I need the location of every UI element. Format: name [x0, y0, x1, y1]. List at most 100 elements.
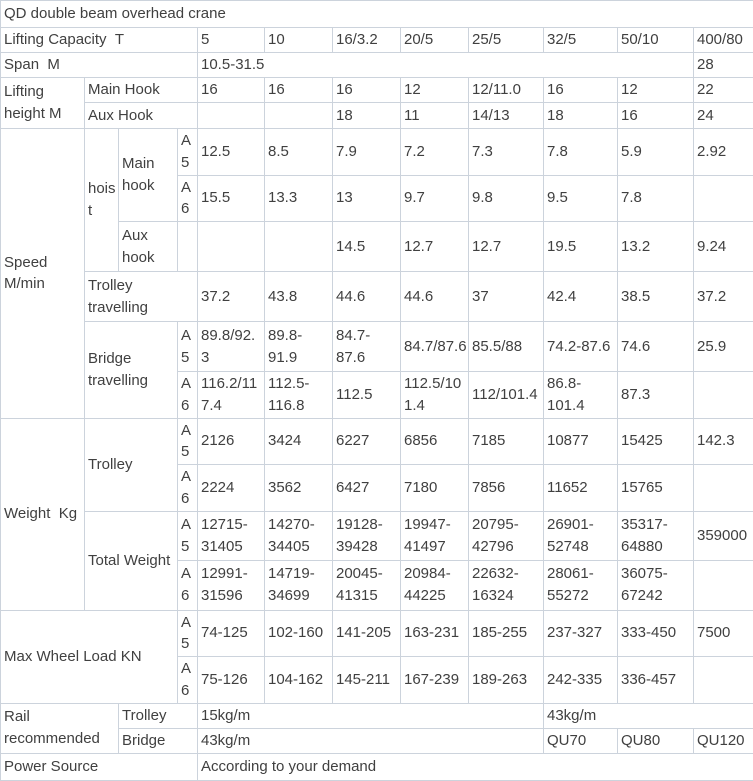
spec-value-cell: 12/11.0: [469, 78, 544, 103]
spec-value-cell: 38.5: [618, 272, 694, 322]
duty-class-label: A5: [178, 322, 198, 372]
spec-value-cell: 9.5: [544, 175, 618, 222]
spec-value-cell: 50/10: [618, 28, 694, 53]
table-row-lifting-capacity: Lifting Capacity T 5 10 16/3.2 20/5 25/5…: [1, 28, 753, 53]
spec-value-cell: 116.2/117.4: [198, 372, 265, 419]
table-row-total-weight-a5: Total Weight A5 12715-31405 14270-34405 …: [1, 511, 753, 560]
spec-value-cell: 26901-52748: [544, 511, 618, 560]
spec-value-cell: QU80: [618, 728, 694, 753]
spec-value-cell: 20/5: [401, 28, 469, 53]
table-row-weight-trolley-a5: Weight Kg Trolley A5 2126 3424 6227 6856…: [1, 418, 753, 465]
row-label-hoist-main-hook: Main hook: [119, 129, 178, 222]
spec-value-cell: According to your demand: [198, 753, 753, 780]
spec-value-cell: 22632-16324: [469, 560, 544, 610]
row-label-power-source: Power Source: [1, 753, 198, 780]
spec-value-cell: 16/3.2: [333, 28, 401, 53]
row-label-main-hook: Main Hook: [85, 78, 198, 103]
duty-class-label: A5: [178, 129, 198, 176]
spec-value-cell: [694, 372, 753, 419]
spec-value-cell: 112.5/101.4: [401, 372, 469, 419]
spec-value-cell: 2224: [198, 465, 265, 512]
spec-value-cell: 18: [544, 103, 618, 129]
spec-value-cell: 44.6: [401, 272, 469, 322]
duty-class-label: [178, 222, 198, 272]
spec-value-cell: 15425: [618, 418, 694, 465]
spec-value-cell: [694, 560, 753, 610]
spec-value-cell: 9.8: [469, 175, 544, 222]
spec-value-cell: 32/5: [544, 28, 618, 53]
spec-value-cell: 2126: [198, 418, 265, 465]
spec-value-cell: 24: [694, 103, 753, 129]
spec-value-cell: 11652: [544, 465, 618, 512]
spec-value-cell: [198, 103, 265, 129]
spec-value-cell: 400/80: [694, 28, 753, 53]
table-row-bridge-a5: Bridge travelling A5 89.8/92.3 89.8-91.9…: [1, 322, 753, 372]
spec-value-cell: 10877: [544, 418, 618, 465]
spec-value-cell: 74.2-87.6: [544, 322, 618, 372]
row-label-hoist: hoist: [85, 129, 119, 272]
spec-value-cell: 28061-55272: [544, 560, 618, 610]
table-row-hoist-main-a5: Speed M/min hoist Main hook A5 12.5 8.5 …: [1, 129, 753, 176]
spec-value-cell: 7856: [469, 465, 544, 512]
spec-value-cell: 15765: [618, 465, 694, 512]
spec-value-cell: 5: [198, 28, 265, 53]
spec-value-cell: 8.5: [265, 129, 333, 176]
spec-value-cell: 16: [265, 78, 333, 103]
spec-value-cell: 7185: [469, 418, 544, 465]
spec-value-cell: 12: [401, 78, 469, 103]
spec-value-cell: 16: [333, 78, 401, 103]
spec-value-cell: 18: [333, 103, 401, 129]
spec-value-cell: [694, 175, 753, 222]
spec-value-cell: 19.5: [544, 222, 618, 272]
spec-value-cell: 7.3: [469, 129, 544, 176]
spec-value-cell: 43kg/m: [544, 703, 753, 728]
spec-value-cell: 20795-42796: [469, 511, 544, 560]
spec-value-cell: 16: [618, 103, 694, 129]
spec-value-cell: 43kg/m: [198, 728, 544, 753]
spec-value-cell: 10.5-31.5: [198, 53, 694, 78]
row-label-total-weight: Total Weight: [85, 511, 178, 610]
row-label-speed: Speed M/min: [1, 129, 85, 419]
spec-value-cell: 104-162: [265, 657, 333, 704]
spec-value-cell: [198, 222, 265, 272]
spec-value-cell: 112.5-116.8: [265, 372, 333, 419]
spec-value-cell: 37: [469, 272, 544, 322]
row-label-span: Span M: [1, 53, 198, 78]
row-label-trolley-travelling: Trolley travelling: [85, 272, 198, 322]
spec-value-cell: 189-263: [469, 657, 544, 704]
spec-value-cell: 14719-34699: [265, 560, 333, 610]
spec-value-cell: 242-335: [544, 657, 618, 704]
table-row-aux-hook-height: Aux Hook 18 11 14/13 18 16 24: [1, 103, 753, 129]
table-row-main-hook-height: Lifting height M Main Hook 16 16 16 12 1…: [1, 78, 753, 103]
spec-value-cell: [694, 657, 753, 704]
spec-value-cell: 87.3: [618, 372, 694, 419]
spec-value-cell: 84.7/87.6: [401, 322, 469, 372]
spec-value-cell: 5.9: [618, 129, 694, 176]
spec-value-cell: 86.8-101.4: [544, 372, 618, 419]
spec-value-cell: 37.2: [198, 272, 265, 322]
duty-class-label: A6: [178, 465, 198, 512]
spec-value-cell: 12991-31596: [198, 560, 265, 610]
spec-value-cell: 35317-64880: [618, 511, 694, 560]
spec-value-cell: QU70: [544, 728, 618, 753]
spec-value-cell: 7.8: [544, 129, 618, 176]
spec-value-cell: 7.2: [401, 129, 469, 176]
spec-value-cell: 84.7-87.6: [333, 322, 401, 372]
spec-value-cell: 9.7: [401, 175, 469, 222]
row-label-weight: Weight Kg: [1, 418, 85, 610]
spec-value-cell: 12.5: [198, 129, 265, 176]
spec-value-cell: 28: [694, 53, 753, 78]
row-label-rail-recommended: Rail recommended: [1, 703, 119, 753]
duty-class-label: A6: [178, 657, 198, 704]
spec-value-cell: 2.92: [694, 129, 753, 176]
spec-value-cell: 6856: [401, 418, 469, 465]
spec-value-cell: 16: [544, 78, 618, 103]
spec-value-cell: [694, 465, 753, 512]
spec-value-cell: 3424: [265, 418, 333, 465]
row-label-max-wheel-load: Max Wheel Load KN: [1, 610, 178, 703]
table-row-rail-trolley: Rail recommended Trolley 15kg/m 43kg/m: [1, 703, 753, 728]
spec-value-cell: 112/101.4: [469, 372, 544, 419]
spec-value-cell: 89.8-91.9: [265, 322, 333, 372]
spec-value-cell: 6227: [333, 418, 401, 465]
